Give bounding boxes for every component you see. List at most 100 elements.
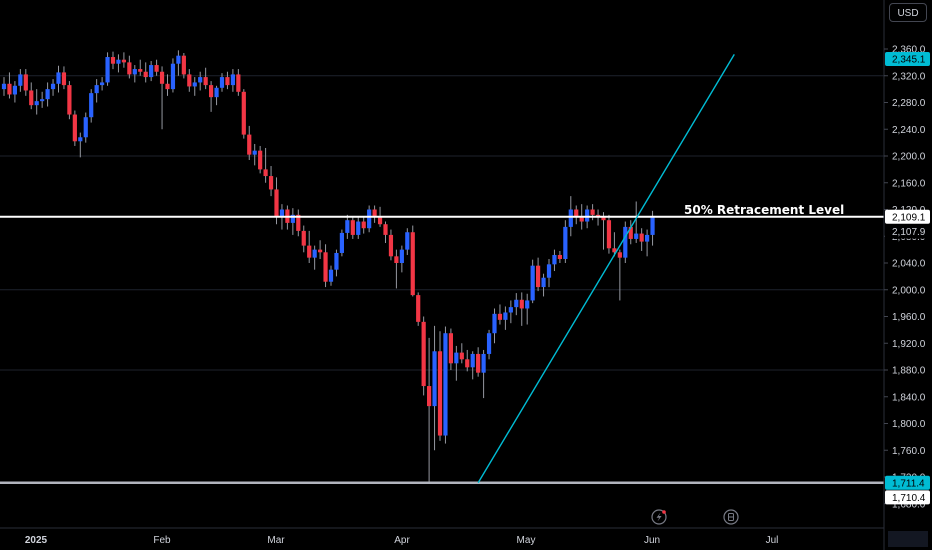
candle [187,69,192,92]
candle [132,65,137,83]
candle [486,329,492,360]
candle [67,81,72,120]
candle [296,209,301,237]
candle [394,249,399,289]
y-tick-label: 1,760.0 [892,446,926,457]
candle [225,71,230,90]
candle [443,326,448,444]
candle [448,328,453,370]
svg-text:2,107.9: 2,107.9 [892,227,926,238]
candle [639,228,644,251]
current-price-tag: 2,107.9 [885,224,930,239]
x-tick-label: May [517,535,536,546]
candle [328,265,334,286]
candle [170,58,176,93]
candle [78,132,83,158]
candle [18,69,23,92]
x-tick-label: Mar [267,535,285,546]
candle [459,343,464,364]
y-tick-label: 2,360.0 [892,45,926,56]
currency-button[interactable]: USD [889,3,927,22]
candle [492,308,497,344]
candle [612,232,617,257]
candle [497,304,503,325]
price-tags: 2,345.1 2,109.1 2,107.9 1,711.4 1,710.4 [885,51,930,505]
candle [519,292,524,326]
y-tick-label: 2,320.0 [892,71,926,82]
y-tick-label: 2,240.0 [892,125,926,136]
candle [416,292,421,326]
candle [198,71,203,91]
candle [219,73,225,92]
y-tick-label: 2,160.0 [892,178,926,189]
retracement-annotation: 50% Retracement Level [684,203,844,217]
candle [263,147,268,183]
candle [574,205,579,225]
x-tick-label: Jul [766,535,779,546]
candle [301,225,306,253]
y-tick-label: 1,880.0 [892,366,926,377]
time-axis[interactable]: 2025 Feb Mar Apr May Jun Jul [25,535,779,546]
y-tick-label: 2,200.0 [892,152,926,163]
y-tick-label: 2,000.0 [892,285,926,296]
top-price-tag: 2,345.1 [885,51,930,66]
candle [432,325,437,451]
candle [367,205,372,233]
horizontal-levels [0,215,884,485]
candle [356,217,361,239]
candle [40,91,45,108]
candle [165,74,170,96]
x-tick-label: 2025 [25,535,48,546]
candle [247,125,252,161]
candle [214,85,219,106]
candle [45,82,50,107]
candle [525,293,530,325]
candle [89,89,94,123]
candle [350,216,355,239]
low-highlight-tag: 1,711.4 [885,475,930,490]
candle [481,349,486,399]
candle [12,81,17,103]
y-tick-label: 2,280.0 [892,98,926,109]
y-tick-label: 1,920.0 [892,339,926,350]
candle [154,59,159,76]
candle [83,112,88,143]
candle [121,52,126,68]
y-tick-label: 1,680.0 [892,499,926,510]
y-tick-label: 2,040.0 [892,259,926,270]
candle [557,250,562,263]
chart-settings-corner[interactable] [888,531,928,547]
candle [307,230,312,263]
candle [290,208,295,235]
lightning-icon[interactable] [651,509,667,525]
candle [110,51,116,70]
candle [312,245,317,270]
candle [230,69,235,92]
svg-text:1,710.4: 1,710.4 [892,493,926,504]
candle [476,347,481,377]
x-tick-label: Jun [644,535,660,546]
low-price-tag: 1,710.4 [885,490,930,505]
candle [334,249,339,277]
dividend-icon[interactable] [723,509,739,525]
candle [634,201,639,243]
candle [617,249,622,301]
candle [127,55,132,79]
candle [546,258,552,288]
candle [388,229,394,261]
candle [105,52,110,86]
candle [508,300,513,324]
candle [606,214,612,254]
candle [94,79,99,103]
candle [268,166,274,197]
trendline-group [477,53,735,484]
candle [514,293,519,316]
trendline[interactable] [477,53,735,484]
candle [159,66,165,130]
candle [209,81,214,112]
candle [323,244,328,288]
candle [116,54,121,73]
candle [1,77,7,96]
candle [138,59,143,76]
